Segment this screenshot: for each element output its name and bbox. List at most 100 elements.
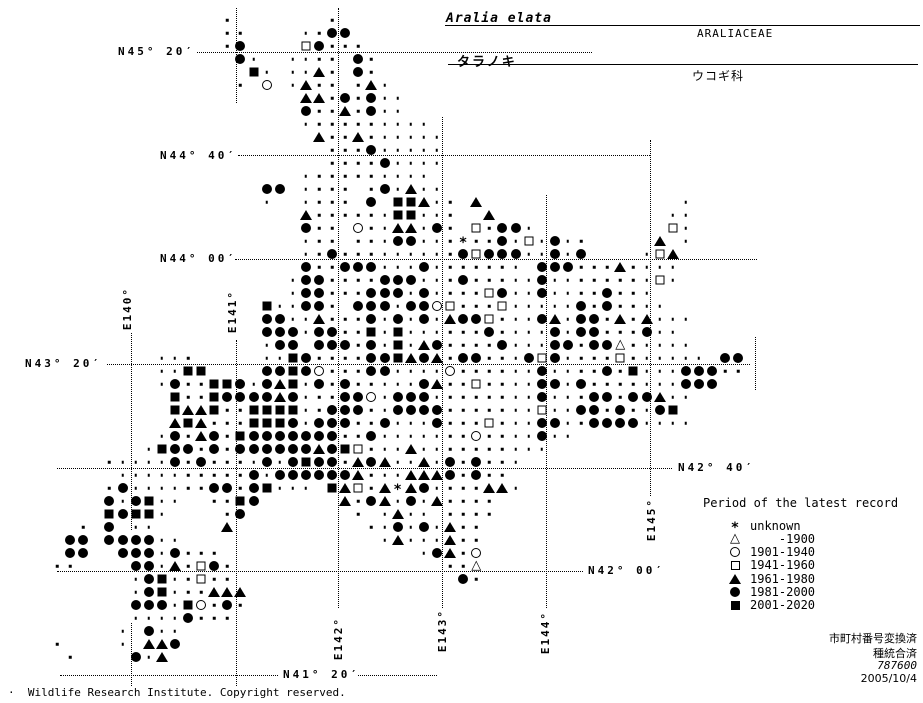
graticule-latitude-line	[107, 364, 750, 365]
mesh-dot	[605, 317, 609, 321]
mesh-dot	[579, 421, 583, 425]
mesh-dot	[435, 187, 439, 191]
record-symbol-filled-circle-1981-2000	[445, 457, 455, 467]
mesh-dot	[343, 187, 347, 191]
record-symbol-open-circle-1901-1940	[196, 600, 207, 610]
mesh-dot	[134, 590, 137, 594]
mesh-dot	[383, 525, 386, 529]
mesh-dot	[409, 330, 412, 334]
longitude-label: E145°	[645, 497, 659, 541]
mesh-dot	[370, 278, 373, 282]
legend-item: △ -1900	[726, 532, 815, 546]
mesh-dot	[186, 460, 190, 464]
mesh-dot	[199, 590, 203, 594]
record-symbol-open-square-1941-1960	[301, 41, 311, 51]
record-symbol-open-square-1941-1960	[196, 561, 206, 571]
mesh-dot	[632, 382, 635, 386]
record-symbol-filled-circle-1981-2000	[314, 431, 324, 441]
record-symbol-filled-circle-1981-2000	[366, 366, 377, 376]
longitude-label: E141°	[226, 289, 240, 333]
record-symbol-filled-circle-1981-2000	[287, 418, 298, 428]
record-symbol-open-square-1941-1960	[471, 223, 481, 233]
record-symbol-filled-triangle-1961-1980	[417, 340, 430, 350]
mesh-dot	[357, 356, 360, 360]
record-symbol-filled-square-2001-2020	[393, 353, 403, 363]
mesh-dot	[422, 239, 426, 243]
mesh-dot	[671, 343, 674, 347]
record-symbol-filled-circle-1981-2000	[235, 444, 246, 454]
record-symbol-filled-circle-1981-2000	[287, 431, 298, 441]
mesh-dot	[448, 564, 452, 568]
mesh-dot	[199, 551, 203, 555]
family-japanese-name: ウコギ科	[692, 69, 745, 83]
mesh-dot	[488, 460, 491, 464]
mesh-dot	[645, 382, 648, 386]
record-symbol-filled-square-2001-2020	[209, 379, 219, 389]
mesh-dot	[553, 304, 557, 308]
mesh-dot	[474, 278, 478, 282]
record-symbol-filled-circle-1981-2000	[261, 327, 272, 337]
mesh-dot	[186, 590, 190, 594]
record-symbol-filled-square-2001-2020	[144, 509, 154, 519]
mesh-dot	[330, 356, 334, 360]
mesh-dot	[370, 473, 373, 477]
record-symbol-filled-circle-1981-2000	[576, 379, 586, 389]
mesh-dot	[317, 213, 321, 217]
record-symbol-filled-circle-1981-2000	[327, 28, 338, 38]
mesh-dot	[396, 304, 399, 308]
record-symbol-filled-triangle-1961-1980	[496, 483, 509, 493]
mesh-dot	[632, 291, 635, 295]
mesh-dot	[370, 408, 373, 412]
mesh-dot	[684, 343, 688, 347]
record-symbol-filled-circle-1981-2000	[589, 340, 600, 350]
record-symbol-filled-circle-1981-2000	[130, 548, 141, 558]
record-symbol-filled-circle-1981-2000	[314, 470, 324, 480]
mesh-dot	[252, 382, 255, 386]
record-symbol-filled-triangle-1961-1980	[299, 93, 312, 103]
record-symbol-filled-circle-1981-2000	[536, 366, 547, 376]
record-symbol-filled-circle-1981-2000	[78, 548, 89, 558]
mesh-dot	[632, 343, 635, 347]
record-symbol-filled-triangle-1961-1980	[313, 314, 325, 324]
record-symbol-filled-triangle-1961-1980	[404, 223, 417, 233]
mesh-dot	[160, 382, 164, 386]
mesh-dot	[186, 577, 190, 581]
mesh-dot	[291, 291, 295, 295]
record-symbol-filled-square-2001-2020	[170, 392, 180, 402]
legend-item: 1961-1980	[726, 572, 815, 586]
mesh-dot	[488, 408, 491, 412]
mesh-dot	[330, 317, 334, 321]
record-symbol-filled-triangle-1961-1980	[313, 444, 325, 454]
mesh-dot	[317, 226, 321, 230]
record-symbol-filled-square-2001-2020	[183, 418, 193, 428]
record-symbol-filled-circle-1981-2000	[536, 275, 547, 285]
legend-symbol-filled-square-2001-2020	[726, 599, 744, 612]
mesh-dot	[173, 356, 177, 360]
record-symbol-filled-circle-1981-2000	[274, 314, 285, 324]
mesh-dot	[147, 460, 150, 464]
mesh-dot	[252, 57, 255, 61]
mesh-dot	[304, 382, 308, 386]
record-symbol-filled-circle-1981-2000	[379, 184, 390, 194]
mesh-dot	[514, 369, 517, 373]
record-symbol-filled-circle-1981-2000	[340, 418, 351, 428]
record-symbol-filled-triangle-1961-1980	[548, 314, 561, 324]
record-symbol-filled-circle-1981-2000	[510, 249, 521, 259]
record-symbol-filled-circle-1981-2000	[405, 496, 416, 506]
record-symbol-filled-circle-1981-2000	[366, 197, 377, 207]
record-symbol-filled-circle-1981-2000	[379, 301, 390, 311]
mesh-dot	[357, 213, 360, 217]
mesh-dot	[330, 44, 334, 48]
record-symbol-filled-circle-1981-2000	[169, 548, 180, 558]
mesh-dot	[409, 369, 412, 373]
record-symbol-filled-circle-1981-2000	[693, 366, 704, 376]
record-symbol-filled-circle-1981-2000	[641, 327, 652, 337]
mesh-dot	[501, 473, 504, 477]
mesh-dot	[357, 421, 360, 425]
mesh-dot	[212, 473, 216, 477]
record-symbol-filled-circle-1981-2000	[536, 262, 547, 272]
mesh-dot	[514, 330, 517, 334]
record-symbol-filled-circle-1981-2000	[340, 93, 351, 103]
record-symbol-filled-circle-1981-2000	[183, 613, 193, 623]
mesh-dot	[226, 421, 229, 425]
